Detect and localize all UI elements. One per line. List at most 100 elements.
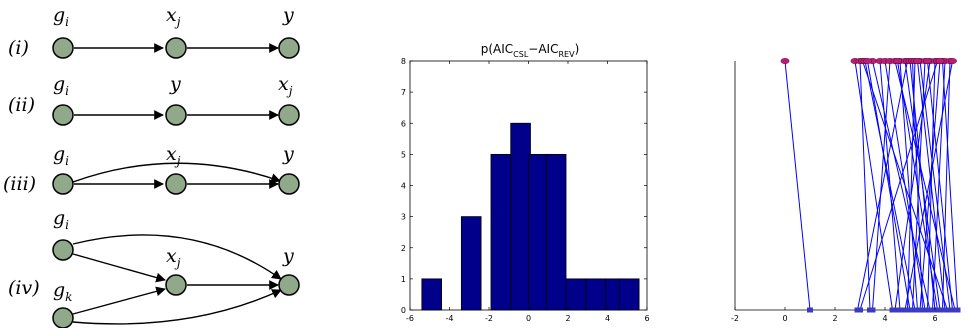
pairs-bottom-marker-20 — [857, 307, 863, 313]
histogram-bar-1 — [460, 216, 482, 311]
histogram-y-tick-label: 2 — [401, 244, 406, 253]
pairs-bottom-marker-25 — [942, 307, 948, 313]
node-y — [278, 173, 300, 195]
pairs-line-28 — [919, 60, 941, 311]
histogram-x-tick-label: 6 — [644, 314, 649, 323]
histogram-bar-2 — [490, 153, 512, 311]
node-g — [52, 104, 74, 126]
pairs-line-23 — [942, 60, 951, 311]
node-x — [165, 173, 187, 195]
node-label-gk: gk — [53, 279, 72, 304]
pairs-x-tick-label: 6 — [932, 314, 937, 323]
histogram-y-tick-label: 4 — [401, 182, 406, 191]
pairs-x-ticks: -2 0 2 4 6 — [731, 307, 938, 323]
histogram-y-tick-label: 1 — [401, 275, 406, 284]
pairs-line-27 — [867, 60, 911, 311]
node-label-gi: gi — [53, 207, 69, 232]
pairs-bottom-marker-8 — [869, 307, 876, 313]
node-y — [165, 104, 187, 126]
pairs-line-6 — [879, 60, 901, 311]
node-label-xj: xj — [166, 143, 181, 168]
histogram-y-tick-label: 8 — [401, 57, 406, 66]
histogram-y-tick-label: 5 — [401, 150, 406, 159]
pairs-top-marker-0 — [780, 58, 790, 64]
pairs-bottom-marker-22 — [929, 307, 936, 313]
pairs-top-marker-27 — [863, 58, 872, 64]
edge-gk-to-x — [72, 286, 166, 315]
pairs-x-tick-label: 2 — [832, 314, 837, 323]
pairs-x-tick-label: -2 — [731, 314, 739, 323]
diagram-row-iii: (iii) gi xj y — [3, 143, 300, 195]
node-label-xj: xj — [166, 245, 181, 270]
histogram-bar-5 — [545, 153, 567, 311]
node-g — [52, 173, 74, 195]
node-gk — [52, 307, 74, 328]
histogram-x-tick-label: 0 — [526, 314, 531, 323]
histogram-x-tick-label: 4 — [605, 314, 610, 323]
node-x — [165, 37, 187, 59]
node-label-y: y — [169, 73, 181, 95]
node-y — [278, 274, 300, 296]
pairs-top-marker-26 — [893, 58, 902, 64]
pairs-x-tick-label: 0 — [782, 314, 787, 323]
node-label-gi: gi — [53, 143, 69, 168]
pairs-line-20 — [859, 60, 938, 311]
row-label-ii: (ii) — [8, 94, 35, 116]
row-label-iii: (iii) — [3, 173, 36, 195]
node-label-y: y — [282, 245, 294, 267]
pairs-bottom-marker-18 — [892, 307, 898, 313]
histogram-x-tick-label: 2 — [565, 314, 570, 323]
histogram-bar-0 — [421, 278, 443, 311]
pairs-line-21 — [942, 60, 958, 311]
node-x — [278, 104, 300, 126]
node-y — [278, 37, 300, 59]
pairs-bottom-marker-19 — [924, 307, 931, 313]
node-label-gi: gi — [53, 4, 69, 29]
histogram-y-tick-label: 7 — [401, 88, 406, 97]
pairs-lines — [784, 60, 958, 311]
pairs-markers — [780, 58, 961, 313]
diagram-row-iv: (iv) gi xj y gk — [8, 207, 300, 328]
histogram-bar-9 — [618, 278, 640, 311]
histogram-x-ticks: -6 -4 -2 0 2 4 6 — [406, 61, 650, 323]
node-label-y: y — [282, 4, 294, 26]
pairs-top-marker-24 — [948, 58, 957, 64]
pairs-bottom-marker-24 — [902, 307, 908, 313]
node-g — [52, 37, 74, 59]
pairs-bottom-marker-27 — [907, 307, 913, 313]
pairs-line-24 — [904, 60, 953, 311]
diagram-row-ii: (ii) gi y xj — [8, 73, 300, 126]
pairs-top-marker-28 — [935, 58, 945, 64]
pairs-top-marker-25 — [913, 58, 922, 64]
pairs-bottom-marker-29 — [949, 307, 956, 313]
pairs-line-12 — [857, 60, 908, 311]
pairs-line-2 — [859, 60, 871, 311]
pairs-line-22 — [932, 60, 946, 311]
node-x — [165, 274, 187, 296]
histogram-bar-4 — [528, 153, 549, 311]
pairs-line-0 — [784, 60, 811, 311]
pairs-line-7 — [884, 60, 926, 311]
histogram-y-tick-label: 6 — [401, 119, 406, 128]
pairs-bottom-marker-28 — [917, 307, 923, 313]
histogram-title: p(AICCSL−AICREV) — [481, 42, 580, 59]
pairs-bottom-marker-21 — [954, 307, 961, 313]
histogram-bar-3 — [510, 122, 531, 311]
edge-gi-to-y-curved — [72, 234, 282, 280]
pairs-chart: -2 0 2 4 6 — [731, 58, 961, 323]
histogram-y-ticks: 0 1 2 3 4 5 6 7 8 — [401, 57, 647, 315]
diagram-row-i: (i) gi xj y — [8, 4, 300, 59]
pairs-bottom-marker-0 — [807, 307, 813, 313]
node-gi — [52, 239, 74, 261]
edge-gi-to-x — [72, 253, 166, 283]
pairs-line-17 — [912, 60, 926, 311]
histogram-x-tick-label: -6 — [406, 314, 414, 323]
histogram-y-tick-label: 0 — [401, 306, 406, 315]
causal-diagram: (i) gi xj y (ii) gi y xj (iii) gi xj — [3, 4, 300, 328]
edge-gk-to-y-curved — [72, 289, 282, 325]
row-label-iv: (iv) — [8, 277, 40, 299]
histogram-bar-7 — [585, 278, 606, 311]
histogram-y-tick-label: 3 — [401, 213, 406, 222]
row-label-i: (i) — [8, 37, 29, 59]
